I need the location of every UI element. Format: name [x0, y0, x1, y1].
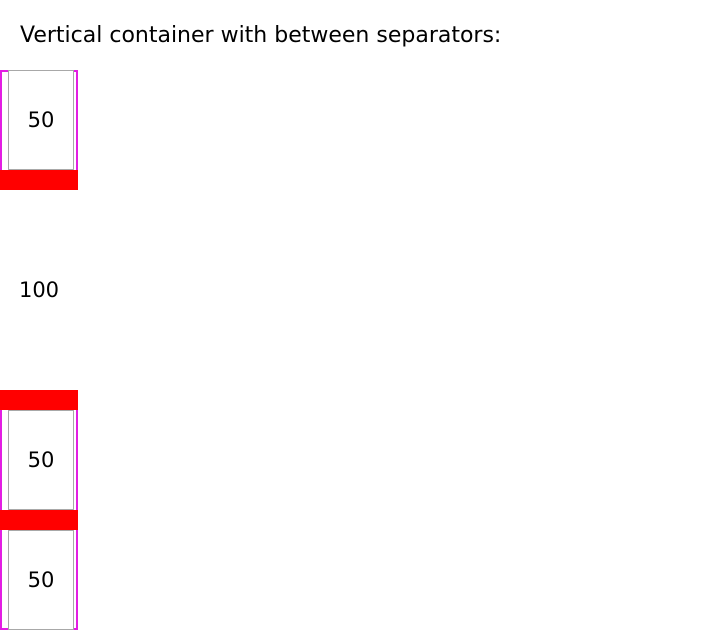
- separator-2: [0, 390, 78, 410]
- container-item-label: 100: [18, 278, 60, 302]
- container-item-3: 50: [8, 410, 74, 510]
- container-item-4: 50: [8, 530, 74, 630]
- container-item-label: 50: [27, 108, 55, 132]
- separator-1: [0, 170, 78, 190]
- container-item-label: 50: [27, 448, 55, 472]
- container-item-1: 50: [8, 70, 74, 170]
- page-heading: Vertical container with between separato…: [20, 23, 502, 48]
- container-item-label: 50: [27, 568, 55, 592]
- separator-3: [0, 510, 78, 530]
- vertical-container: 50 100 50 50: [0, 70, 78, 630]
- container-item-2: 100: [0, 190, 78, 390]
